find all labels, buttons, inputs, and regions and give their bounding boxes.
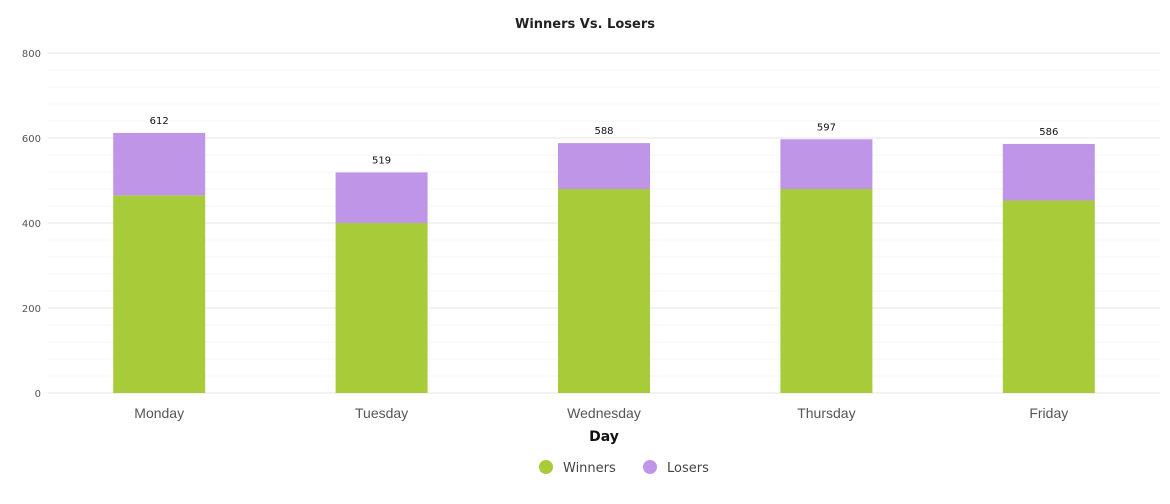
bar-winners-friday — [1002, 200, 1095, 393]
total-label-friday: 586 — [1039, 127, 1058, 138]
bar-losers-thursday — [780, 139, 873, 189]
total-label-tuesday: 519 — [372, 155, 391, 166]
total-label-wednesday: 588 — [594, 126, 613, 137]
total-label-monday: 612 — [150, 116, 169, 127]
data-labels: 612 519 588 597 586 — [150, 116, 1059, 167]
bar-losers-monday — [113, 132, 206, 196]
bar-losers-friday — [1002, 143, 1095, 201]
total-label-thursday: 597 — [817, 122, 836, 133]
x-axis: Monday Tuesday Wednesday Thursday Friday — [134, 405, 1068, 421]
y-tick-label: 0 — [35, 389, 41, 400]
x-tick-label-thursday: Thursday — [797, 405, 855, 421]
chart-title: Winners Vs. Losers — [515, 17, 655, 32]
legend-label-winners: Winners — [563, 461, 616, 476]
x-tick-label-tuesday: Tuesday — [355, 405, 408, 421]
x-tick-label-friday: Friday — [1029, 405, 1068, 421]
legend-swatch-losers — [643, 460, 657, 474]
y-tick-label: 400 — [22, 219, 41, 230]
bar-winners-tuesday — [335, 223, 428, 393]
bar-winners-monday — [113, 195, 206, 393]
bars — [113, 132, 1095, 393]
y-axis: 0 200 400 600 800 — [22, 49, 41, 400]
x-tick-label-monday: Monday — [134, 405, 184, 421]
legend-item-losers[interactable]: Losers — [643, 460, 709, 476]
legend-label-losers: Losers — [667, 461, 709, 476]
bar-losers-wednesday — [558, 143, 650, 189]
y-tick-label: 800 — [22, 49, 41, 60]
bar-winners-thursday — [780, 189, 873, 393]
legend-swatch-winners — [539, 460, 553, 474]
bar-losers-tuesday — [335, 172, 428, 223]
x-axis-title: Day — [589, 429, 619, 445]
y-tick-label: 200 — [22, 304, 41, 315]
y-tick-label: 600 — [22, 134, 41, 145]
legend: Winners Losers — [539, 460, 709, 476]
x-tick-label-wednesday: Wednesday — [567, 405, 641, 421]
bar-winners-wednesday — [558, 189, 650, 393]
legend-item-winners[interactable]: Winners — [539, 460, 616, 476]
